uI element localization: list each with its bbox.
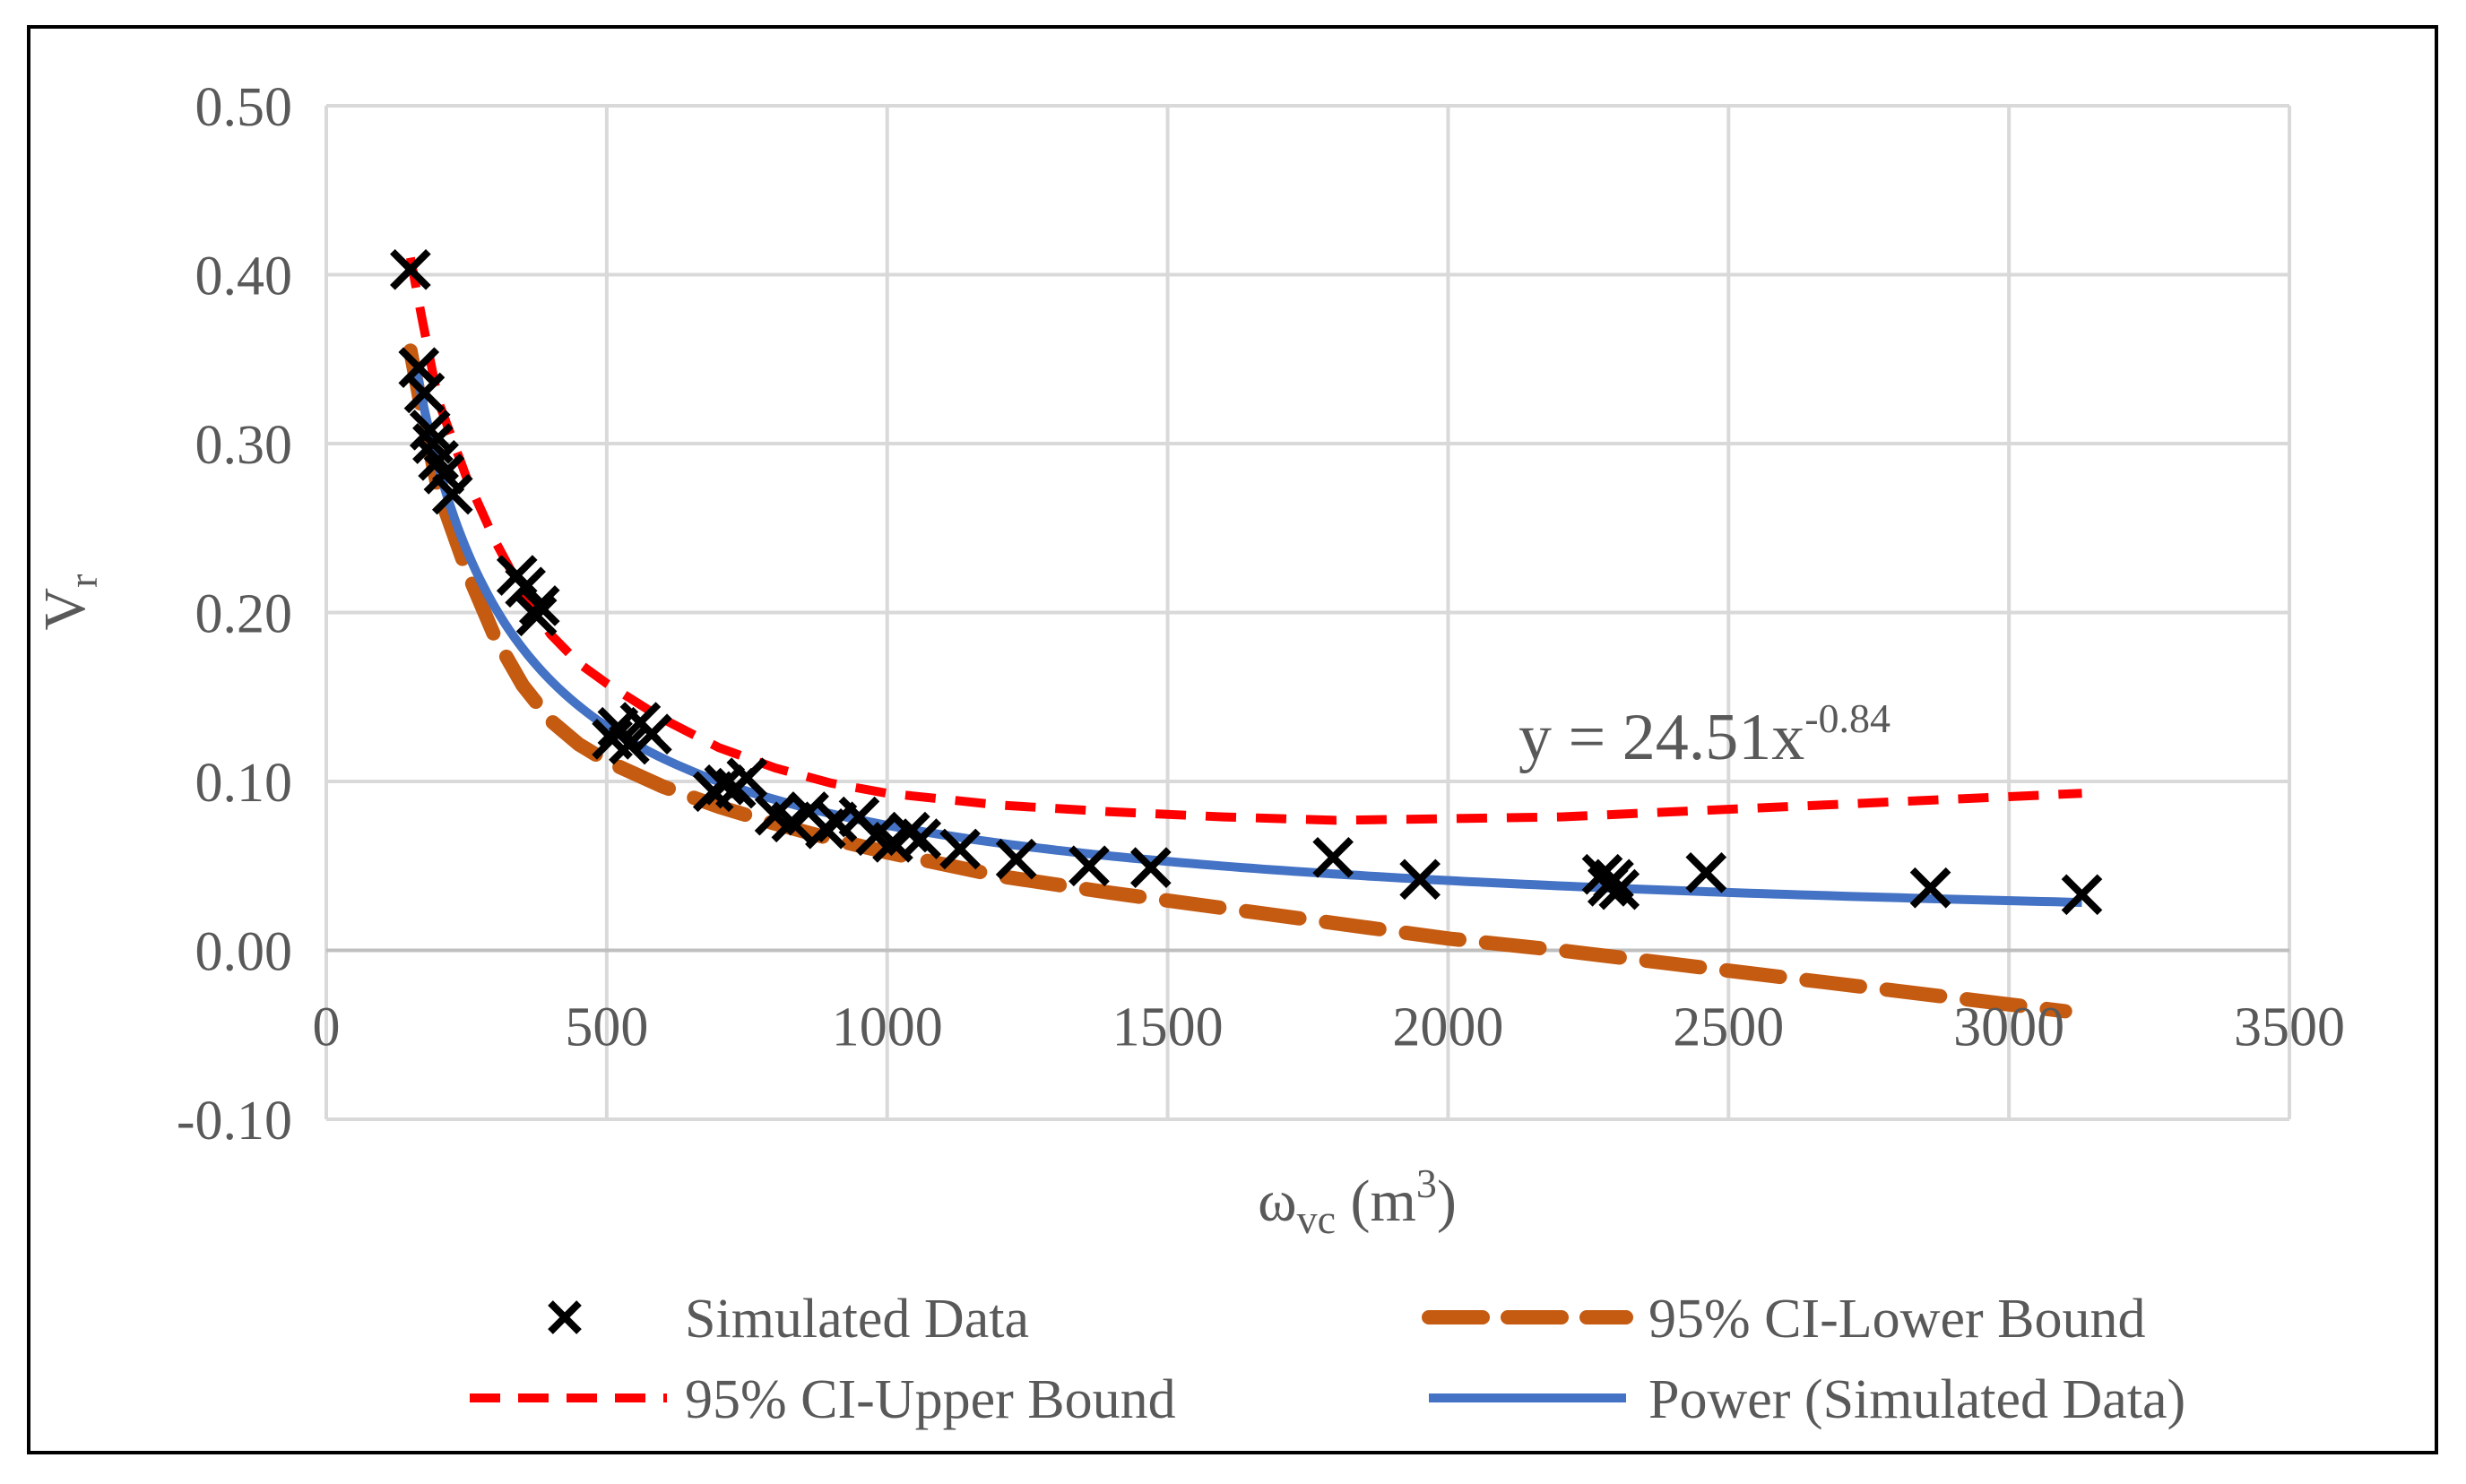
data-point-stroke — [1399, 858, 1441, 901]
data-point — [726, 757, 768, 799]
data-point-stroke — [995, 838, 1037, 880]
data-point-stroke — [1909, 867, 1951, 909]
data-point-stroke — [423, 453, 465, 495]
y-tick-label: 0.10 — [195, 753, 293, 814]
x-axis-title-close: ) — [1437, 1169, 1457, 1234]
chart-frame: 0 500 1000 1500 2000 2500 3000 3500 0.50 0.40 0.30… — [27, 25, 2438, 1454]
data-point-stroke — [726, 757, 768, 799]
data-point — [515, 595, 558, 637]
data-point-stroke — [1312, 836, 1354, 878]
y-tick-label: 0.00 — [195, 922, 293, 983]
data-point-stroke — [1129, 847, 1172, 888]
data-point — [1598, 868, 1640, 910]
data-point — [1909, 867, 1951, 909]
series — [402, 256, 2082, 1019]
y-axis-title-sub: r — [60, 574, 106, 588]
x-axis-title: ωvc (m3) — [1258, 1160, 1457, 1242]
data-point — [390, 249, 431, 290]
y-axis-title: Vr — [32, 574, 106, 631]
data-point — [1399, 858, 1441, 901]
data-point-stroke — [631, 713, 672, 755]
legend-item-lower-bound: 95% CI-Lower Bound — [1422, 1289, 2145, 1350]
lower-bound-line — [402, 343, 2072, 1019]
data-point — [1312, 836, 1354, 878]
y-tick-label: 0.40 — [195, 246, 293, 307]
x-tick-label: 3000 — [1953, 997, 2064, 1058]
data-point — [1129, 847, 1172, 888]
data-point-stroke — [418, 440, 459, 481]
legend-item-simulated-data: Simulated Data — [548, 1289, 1029, 1350]
data-point — [609, 723, 650, 765]
data-point-stroke — [704, 764, 746, 806]
data-markers — [390, 249, 2103, 916]
data-point-stroke — [1069, 845, 1110, 887]
data-point — [409, 410, 451, 451]
data-point — [995, 838, 1037, 880]
data-point-stroke — [2061, 874, 2103, 916]
data-point-stroke — [855, 815, 897, 857]
data-point — [631, 713, 672, 755]
x-tick-label: 1500 — [1112, 997, 1224, 1058]
equation-label: y = 24.51x-0.84 — [1519, 695, 1891, 774]
data-point-stroke — [939, 828, 981, 870]
x-tick-label: 1000 — [832, 997, 943, 1058]
x-tick-label: 2000 — [1392, 997, 1503, 1058]
grid — [324, 104, 2291, 1121]
data-point — [2061, 874, 2103, 916]
equation-exponent: -0.84 — [1804, 695, 1891, 741]
y-tick-label: 0.50 — [195, 77, 293, 138]
data-point — [431, 473, 473, 515]
data-point-stroke — [754, 794, 796, 836]
data-point-stroke — [609, 723, 650, 765]
data-point — [704, 764, 746, 806]
legend-label-lower-bound: 95% CI-Lower Bound — [1648, 1289, 2145, 1350]
data-point — [518, 585, 560, 626]
legend-label-simulated-data: Simulated Data — [685, 1289, 1029, 1350]
legend: Simulated Data 95% CI-Lower Bound 95% CI… — [470, 1289, 2185, 1430]
data-point-stroke — [900, 818, 942, 859]
x-axis-title-unit: (m — [1336, 1169, 1416, 1234]
x-tick-label: 3500 — [2234, 997, 2345, 1058]
power-fit-line — [411, 367, 2082, 907]
upper-bound-line — [405, 256, 2082, 825]
data-point-stroke — [412, 423, 454, 464]
legend-item-power: Power (Simulated Data) — [1429, 1369, 2185, 1430]
data-point-stroke — [1598, 868, 1640, 910]
y-tick-label: -0.10 — [177, 1091, 292, 1152]
y-axis-title-base: V — [32, 588, 98, 631]
data-point-stroke — [431, 473, 473, 515]
y-tick-label: 0.30 — [195, 415, 293, 476]
x-axis-title-sup: 3 — [1416, 1160, 1437, 1206]
legend-x-marker-icon — [548, 1300, 582, 1334]
data-point — [900, 818, 942, 859]
y-tick-label: 0.20 — [195, 584, 293, 645]
equation-prefix: y = 24.51x — [1519, 701, 1804, 774]
chart-svg: 0 500 1000 1500 2000 2500 3000 3500 0.50 0.40 0.30… — [32, 77, 2345, 1430]
data-point-stroke — [592, 719, 633, 760]
data-point-stroke — [515, 595, 558, 637]
data-point — [1069, 845, 1110, 887]
x-axis-title-base: ω — [1258, 1169, 1296, 1234]
data-point — [403, 372, 446, 414]
x-tick-label: 2500 — [1673, 997, 1784, 1058]
data-point-stroke — [409, 410, 451, 451]
data-point-stroke — [518, 585, 560, 626]
x-axis-title-sub: vc — [1297, 1196, 1336, 1242]
legend-item-upper-bound: 95% CI-Upper Bound — [470, 1369, 1176, 1430]
tick-labels: 0 500 1000 1500 2000 2500 3000 3500 0.50 0.40 0.30… — [177, 77, 2345, 1152]
data-point-stroke — [403, 372, 446, 414]
data-point — [939, 828, 981, 870]
x-tick-label: 0 — [313, 997, 341, 1058]
legend-label-upper-bound: 95% CI-Upper Bound — [685, 1369, 1176, 1430]
data-point-stroke — [1685, 851, 1727, 893]
data-point-stroke — [390, 249, 431, 290]
x-tick-label: 500 — [565, 997, 648, 1058]
data-point — [1685, 851, 1727, 893]
legend-label-power: Power (Simulated Data) — [1648, 1369, 2185, 1430]
